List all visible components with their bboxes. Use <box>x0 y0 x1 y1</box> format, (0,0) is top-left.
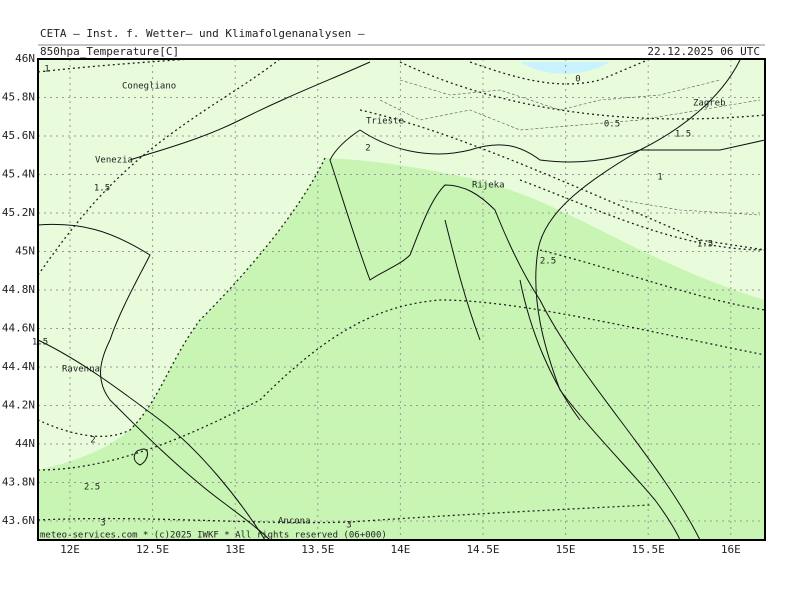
contour-label: 1.5 <box>94 184 110 194</box>
lat-label: 45N <box>15 245 35 258</box>
city-label: Rijeka <box>472 181 505 191</box>
footer: meteo-services.com * (c)2025 IWKF * All … <box>40 531 387 541</box>
lake <box>520 62 610 74</box>
city-label: Zagreb <box>693 99 726 109</box>
lat-label: 45.4N <box>2 168 35 181</box>
contour-label: 1.5 <box>32 338 48 348</box>
city-label: Ravenna <box>62 365 100 375</box>
contour-label: 2.5 <box>540 257 556 267</box>
contour-label: 3 <box>346 521 351 531</box>
map-frame <box>37 58 766 541</box>
lat-label: 44.4N <box>2 360 35 373</box>
city-label: Ancona <box>278 517 311 527</box>
lat-label: 43.6N <box>2 514 35 527</box>
contour-label: 1 <box>657 173 662 183</box>
field-name: 850hpa_Temperature[C] <box>40 45 179 58</box>
lon-label: 13E <box>225 543 245 556</box>
coastline-adriatic <box>129 61 701 541</box>
lon-label: 12E <box>60 543 80 556</box>
isotherm <box>37 157 326 437</box>
valid-time: 22.12.2025 06 UTC <box>647 45 760 58</box>
lat-label: 43.8N <box>2 476 35 489</box>
border-line <box>359 129 766 163</box>
lon-label: 15.5E <box>632 543 665 556</box>
lat-label: 44.2N <box>2 399 35 412</box>
contour-solid-west <box>37 339 266 541</box>
region-borders <box>379 79 761 216</box>
contour-label: 3 <box>100 519 105 529</box>
lon-label: 14.5E <box>466 543 499 556</box>
map: Conegliano Venezia Trieste Rijeka Zagreb Rave… <box>32 58 766 541</box>
city-label: Conegliano <box>122 82 176 92</box>
contour-label: 1 <box>44 65 49 75</box>
lon-label: 13.5E <box>301 543 334 556</box>
lat-label: 44.6N <box>2 322 35 335</box>
lat-label: 45.2N <box>2 206 35 219</box>
contour-label: 0 <box>575 75 580 85</box>
lat-label: 44N <box>15 437 35 450</box>
contour-label: 2.5 <box>84 483 100 493</box>
contour-solid-east <box>535 59 741 541</box>
lon-label: 14E <box>390 543 410 556</box>
city-label: Trieste <box>366 117 404 127</box>
city-label: Venezia <box>95 156 133 166</box>
contour-label: 1.5 <box>675 130 691 140</box>
lat-label: 46N <box>15 52 35 65</box>
contour-label: 1.5 <box>697 240 713 250</box>
contour-label: 2 <box>90 436 95 446</box>
lon-label: 16E <box>721 543 741 556</box>
isotherm <box>37 58 191 73</box>
isotherm <box>359 58 766 311</box>
lon-label: 12.5E <box>136 543 169 556</box>
lon-label: 15E <box>556 543 576 556</box>
contour-label: 2 <box>365 144 370 154</box>
header-title: CETA — Inst. f. Wetter— und Klimafolgena… <box>40 27 365 40</box>
lat-label: 45.8N <box>2 91 35 104</box>
lat-label: 44.8N <box>2 283 35 296</box>
coastline-italy <box>37 223 271 541</box>
contour-label: 0.5 <box>604 120 620 130</box>
lat-label: 45.6N <box>2 129 35 142</box>
